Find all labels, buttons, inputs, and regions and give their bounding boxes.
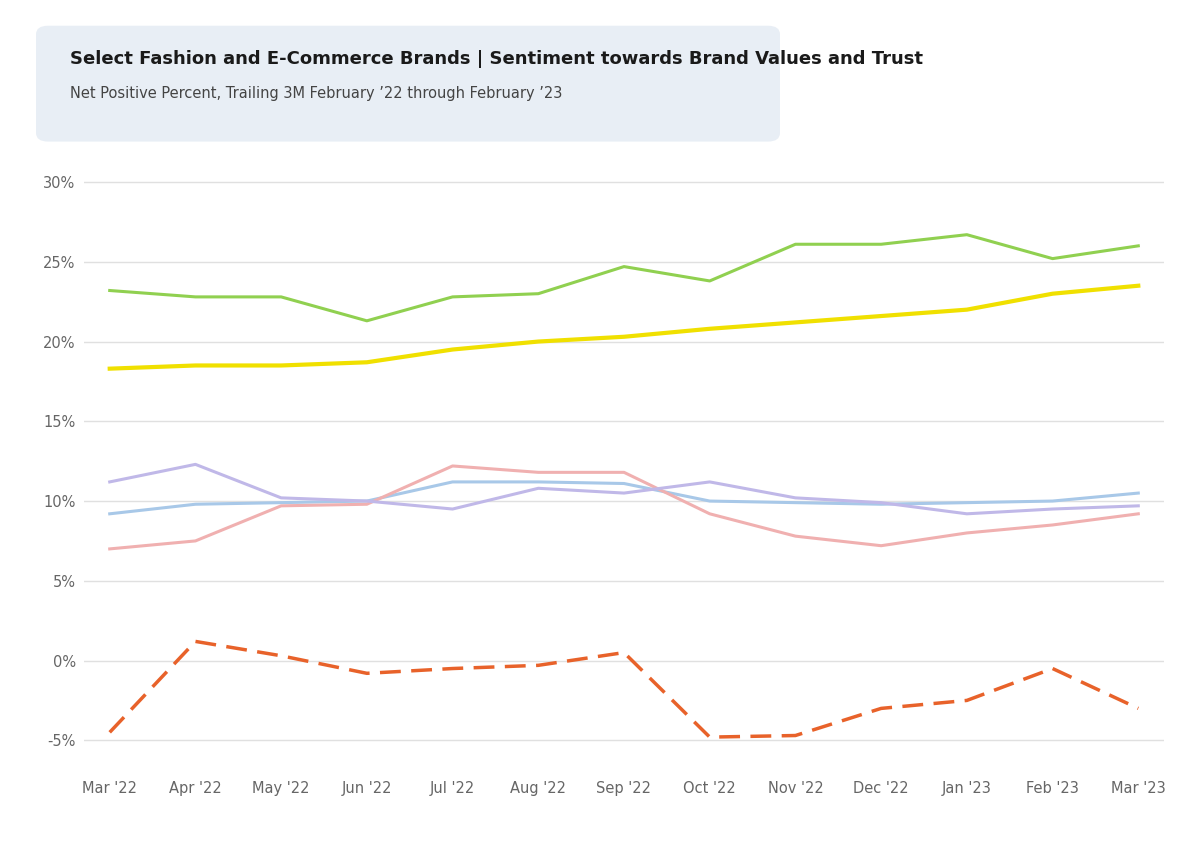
- Text: Net Positive Percent, Trailing 3M February ’22 through February ’23: Net Positive Percent, Trailing 3M Februa…: [70, 86, 562, 100]
- Text: Select Fashion and E-Commerce Brands | Sentiment towards Brand Values and Trust: Select Fashion and E-Commerce Brands | S…: [70, 50, 923, 68]
